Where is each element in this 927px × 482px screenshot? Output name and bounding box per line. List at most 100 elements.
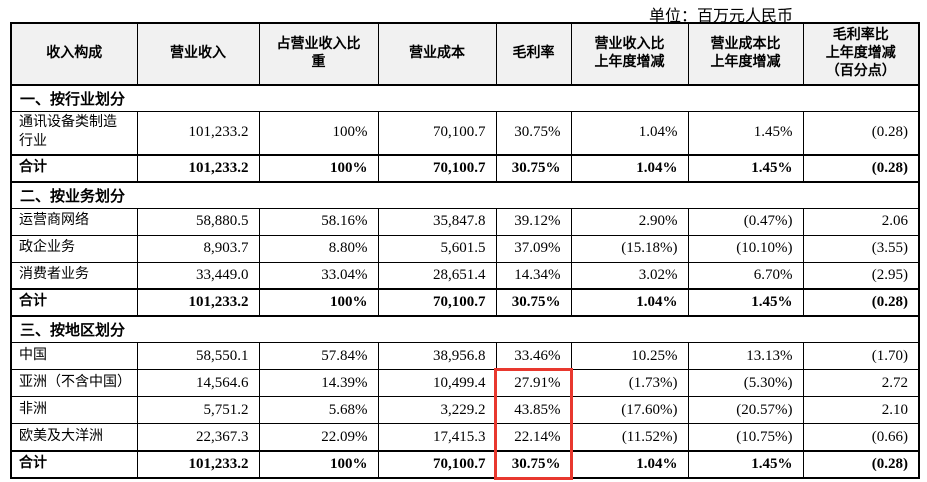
value-cell: 101,233.2 — [136, 153, 260, 183]
row-label: 合计 — [10, 153, 138, 183]
section-header-row: 二、按业务划分 — [10, 181, 920, 209]
value-cell: 3,229.2 — [377, 396, 497, 425]
value-cell: (0.28) — [802, 288, 920, 318]
value-cell: 39.12% — [495, 207, 572, 236]
value-cell: (10.10%) — [687, 234, 804, 263]
value-cell: 58.16% — [258, 207, 379, 236]
value-cell: (0.47%) — [687, 207, 804, 236]
value-cell: 5,751.2 — [136, 396, 260, 425]
value-cell: 27.91% — [495, 369, 572, 398]
value-cell: 10.25% — [570, 342, 689, 371]
column-header: 营业成本 — [377, 22, 497, 86]
row-label: 消费者业务 — [10, 261, 138, 290]
section-header: 一、按行业划分 — [10, 84, 920, 112]
value-cell: 10,499.4 — [377, 369, 497, 398]
header-row: 收入构成 营业收入 占营业收入比 重营业成本 毛利率 营业收入比 上年度增减 营业成本比 … — [10, 22, 920, 86]
table-row: 中国 58,550.1 57.84% 38,956.8 33.46% 10.25% 13.1… — [10, 342, 920, 371]
value-cell: 30.75% — [495, 153, 572, 183]
value-cell: 14.39% — [258, 369, 379, 398]
section-header-row: 三、按地区划分 — [10, 315, 920, 344]
value-cell: (5.30%) — [687, 369, 804, 398]
row-label: 通讯设备类制造 行业 — [10, 110, 138, 156]
column-header: 毛利率 — [495, 22, 572, 86]
value-cell: 13.13% — [687, 342, 804, 371]
value-cell: 70,100.7 — [377, 449, 497, 479]
value-cell: 22.14% — [495, 423, 572, 452]
value-cell: 58,550.1 — [136, 342, 260, 371]
value-cell: (17.60%) — [570, 396, 689, 425]
value-cell: 2.90% — [570, 207, 689, 236]
value-cell: (15.18%) — [570, 234, 689, 263]
value-cell: 43.85% — [495, 396, 572, 425]
table-row: 运营商网络 58,880.5 58.16% 35,847.8 39.12% 2.90% (0… — [10, 207, 920, 236]
value-cell: 58,880.5 — [136, 207, 260, 236]
table-header: 收入构成 营业收入 占营业收入比 重营业成本 毛利率 营业收入比 上年度增减 营业成本比 … — [10, 22, 920, 86]
table-row: 通讯设备类制造 行业 101,233.2 100% 70,100.7 30.75% 1.0… — [10, 110, 920, 156]
value-cell: 1.04% — [570, 110, 689, 156]
column-header: 占营业收入比 重 — [258, 22, 379, 86]
row-label: 合计 — [10, 288, 138, 318]
value-cell: (11.52%) — [570, 423, 689, 452]
value-cell: (1.70) — [802, 342, 920, 371]
total-row: 合计 101,233.2 100% 70,100.7 30.75% 1.04% 1.45%(… — [10, 449, 920, 479]
value-cell: 57.84% — [258, 342, 379, 371]
value-cell: 1.04% — [570, 449, 689, 479]
value-cell: 101,233.2 — [136, 288, 260, 318]
value-cell: 1.45% — [687, 288, 804, 318]
column-header: 营业收入比 上年度增减 — [570, 22, 689, 86]
row-label: 欧美及大洋洲 — [10, 423, 138, 452]
row-label: 运营商网络 — [10, 207, 138, 236]
value-cell: 30.75% — [495, 449, 572, 479]
value-cell: 100% — [258, 449, 379, 479]
value-cell: 17,415.3 — [377, 423, 497, 452]
value-cell: (1.73%) — [570, 369, 689, 398]
total-row: 合计 101,233.2 100% 70,100.7 30.75% 1.04% 1.45%(… — [10, 153, 920, 183]
value-cell: 1.04% — [570, 288, 689, 318]
value-cell: 35,847.8 — [377, 207, 497, 236]
section-header: 三、按地区划分 — [10, 315, 920, 344]
row-label: 政企业务 — [10, 234, 138, 263]
row-label: 合计 — [10, 449, 138, 479]
value-cell: 70,100.7 — [377, 153, 497, 183]
value-cell: 101,233.2 — [136, 110, 260, 156]
value-cell: 38,956.8 — [377, 342, 497, 371]
value-cell: 5.68% — [258, 396, 379, 425]
value-cell: 100% — [258, 110, 379, 156]
value-cell: 1.04% — [570, 153, 689, 183]
column-header: 营业成本比 上年度增减 — [687, 22, 804, 86]
table-row: 非洲 5,751.2 5.68% 3,229.2 43.85% (17.60%) (20.5… — [10, 396, 920, 425]
value-cell: 8.80% — [258, 234, 379, 263]
value-cell: (3.55) — [802, 234, 920, 263]
row-label: 非洲 — [10, 396, 138, 425]
value-cell: (10.75%) — [687, 423, 804, 452]
column-header: 收入构成 — [10, 22, 138, 86]
row-label: 亚洲（不含中国） — [10, 369, 138, 398]
value-cell: 5,601.5 — [377, 234, 497, 263]
value-cell: 33.46% — [495, 342, 572, 371]
value-cell: 14,564.6 — [136, 369, 260, 398]
column-header: 营业收入 — [136, 22, 260, 86]
table-body: 一、按行业划分 通讯设备类制造 行业 101,233.2 100% 70,100.7 30… — [10, 84, 920, 479]
value-cell: 2.72 — [802, 369, 920, 398]
value-cell: 70,100.7 — [377, 288, 497, 318]
value-cell: 100% — [258, 153, 379, 183]
value-cell: 3.02% — [570, 261, 689, 290]
row-label: 中国 — [10, 342, 138, 371]
value-cell: 33.04% — [258, 261, 379, 290]
value-cell: 100% — [258, 288, 379, 318]
value-cell: 30.75% — [495, 288, 572, 318]
unit-label: 单位：百万元人民币 — [649, 8, 794, 25]
value-cell: 22.09% — [258, 423, 379, 452]
revenue-composition-table: 收入构成 营业收入 占营业收入比 重营业成本 毛利率 营业收入比 上年度增减 营业成本比 … — [10, 22, 920, 479]
value-cell: 6.70% — [687, 261, 804, 290]
value-cell: (20.57%) — [687, 396, 804, 425]
value-cell: 2.10 — [802, 396, 920, 425]
section-header: 二、按业务划分 — [10, 181, 920, 209]
value-cell: (0.28) — [802, 110, 920, 156]
value-cell: (0.28) — [802, 449, 920, 479]
value-cell: 101,233.2 — [136, 449, 260, 479]
value-cell: (2.95) — [802, 261, 920, 290]
value-cell: (0.28) — [802, 153, 920, 183]
table-row: 政企业务 8,903.7 8.80% 5,601.5 37.09% (15.18%) (10… — [10, 234, 920, 263]
